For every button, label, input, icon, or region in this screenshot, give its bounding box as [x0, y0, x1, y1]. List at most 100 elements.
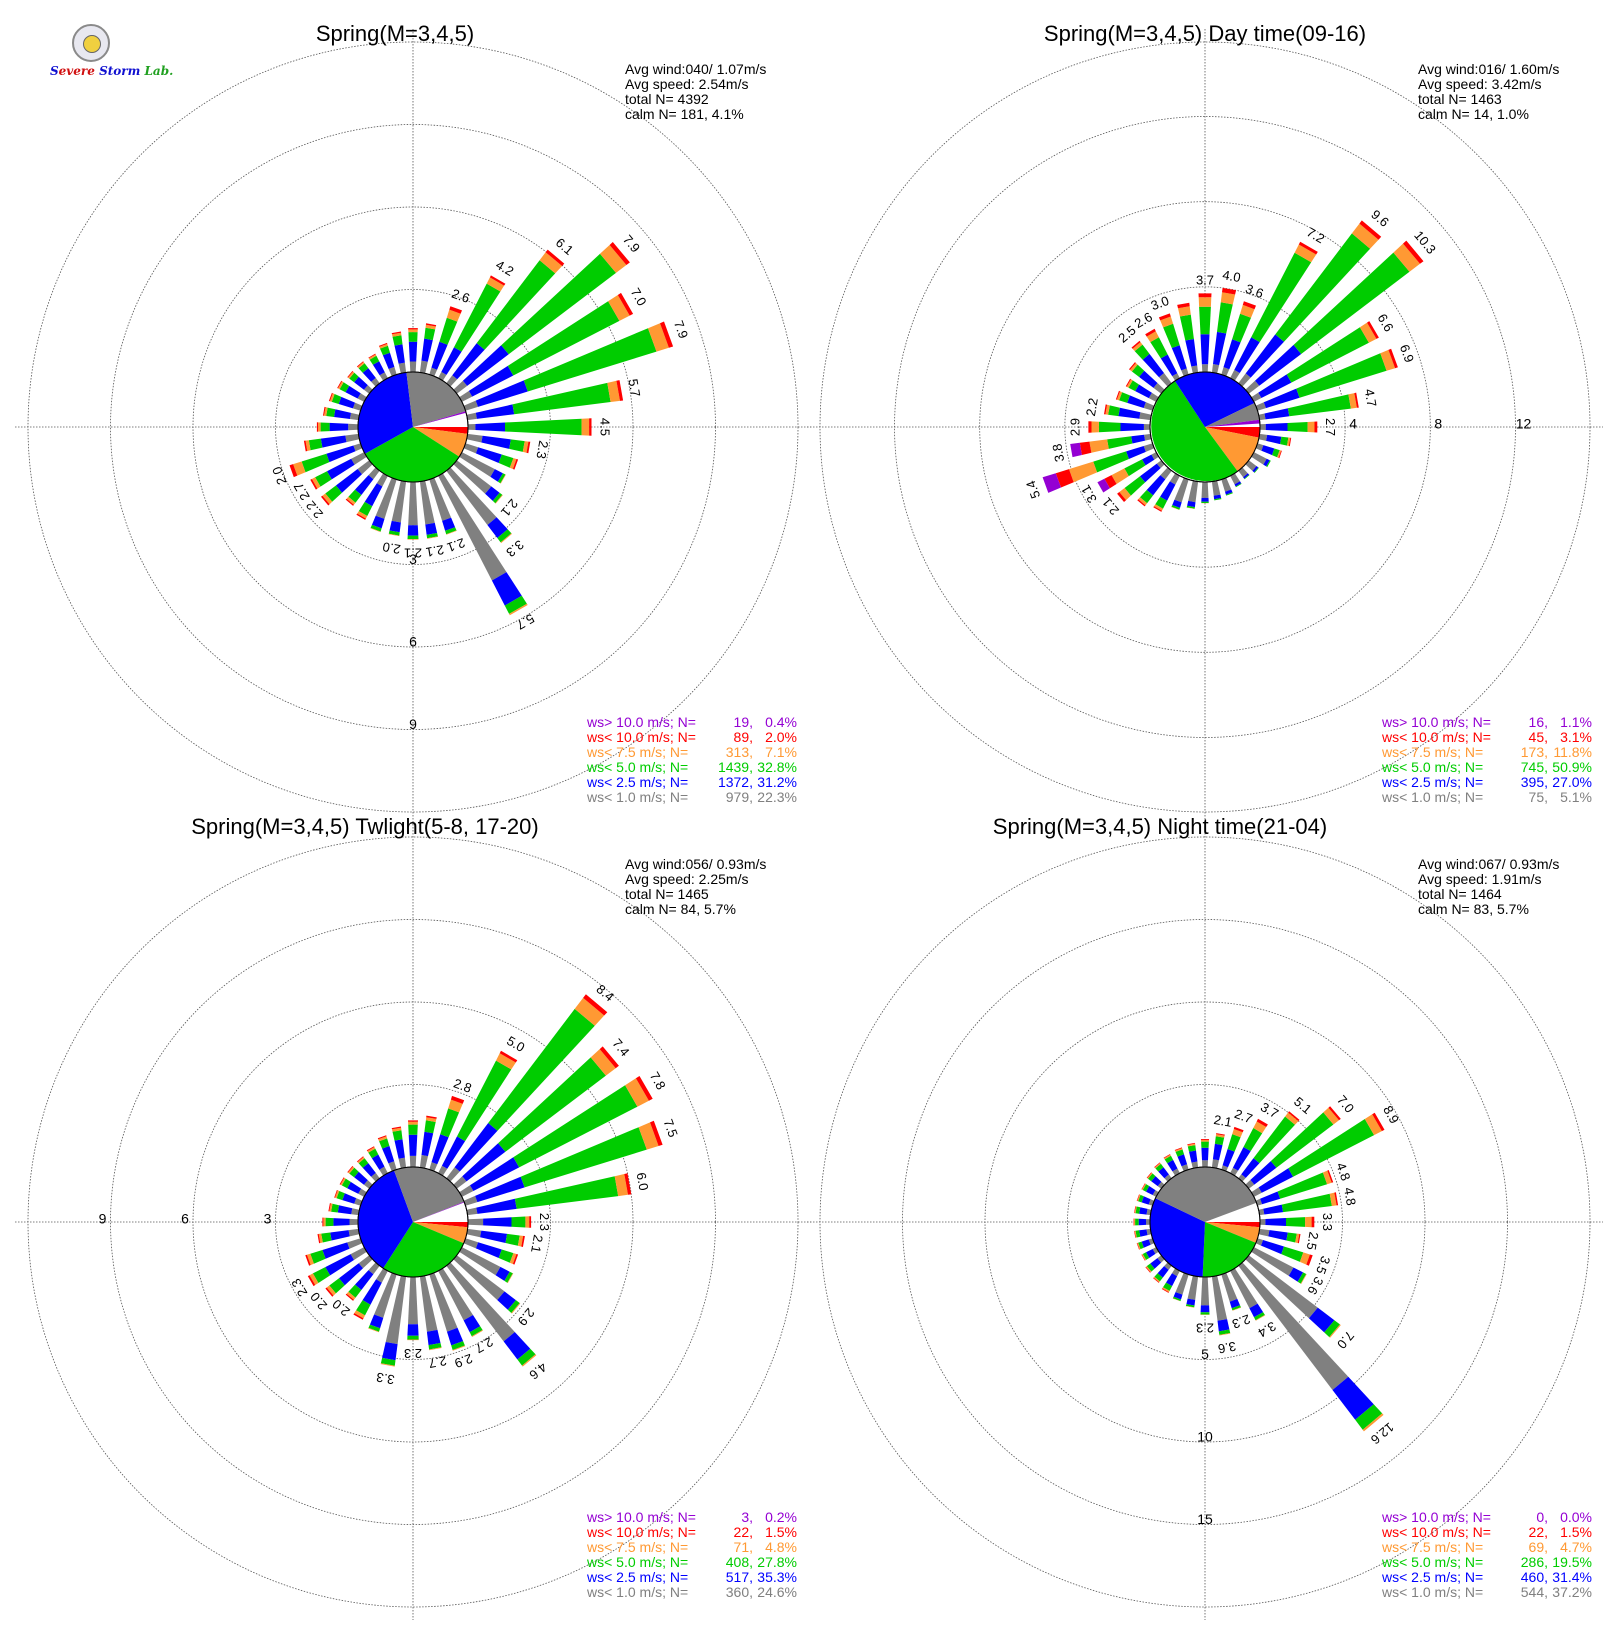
grid-ring [979, 201, 1431, 653]
bar-value-label: 2.8 [452, 1076, 474, 1096]
bar-segment [1135, 384, 1152, 399]
bar-segment [334, 1190, 338, 1198]
bar-segment [342, 1193, 357, 1204]
wind-bar-200deg [1171, 477, 1189, 510]
bar-segment [1222, 1149, 1235, 1168]
bar-segment [301, 453, 330, 473]
bar-segment [1134, 1218, 1136, 1226]
bar-segment [1372, 1112, 1385, 1132]
bar-segment [1281, 1193, 1332, 1213]
bar-segment [1134, 1230, 1137, 1238]
bar-value-label: 2.0 [307, 1289, 330, 1312]
ring-label: 10 [1197, 1429, 1213, 1445]
bar-value-label: 4.8 [1333, 1161, 1353, 1183]
bar-segment [1233, 1126, 1244, 1133]
wind-bar-20deg [1221, 1126, 1244, 1172]
ring-label: 15 [1197, 1511, 1213, 1527]
bar-segment [372, 361, 385, 376]
bar-segment [1258, 1228, 1270, 1237]
bar-segment [368, 1327, 379, 1333]
bar-segment [1172, 1298, 1181, 1302]
bar-segment [1263, 388, 1300, 409]
bar-segment [1348, 393, 1357, 409]
bar-value-label: 6.9 [1397, 342, 1417, 364]
bar-segment [1141, 1239, 1151, 1248]
bar-value-label: 2.7 [1232, 1106, 1254, 1126]
bar-segment [1200, 334, 1210, 365]
wind-bar-10deg [1211, 287, 1237, 374]
bar-segment [1300, 1274, 1307, 1284]
legend-percent: 1.5% [765, 1524, 797, 1540]
bar-segment [1367, 321, 1379, 339]
bar-segment [380, 1363, 395, 1367]
bar-segment [1136, 1194, 1140, 1201]
stats-line: Avg wind:056/ 0.93m/s [625, 856, 766, 872]
bar-segment [635, 1076, 653, 1101]
wind-bar-20deg [429, 306, 462, 377]
bar-segment [407, 1339, 419, 1341]
bar-segment [347, 1165, 354, 1173]
windrose-plot-area: 3.7 4.03.67.29.610.36.66.94.72.72.13.15.4… [807, 29, 1603, 825]
bar-segment [1163, 1282, 1173, 1291]
legend-percent: 27.0% [1552, 774, 1592, 790]
wind-bar-70deg [1255, 1170, 1334, 1206]
bar-segment [498, 454, 514, 468]
bar-segment [1186, 507, 1195, 509]
bar-segment [1172, 499, 1182, 508]
bar-segment [513, 1085, 638, 1168]
bar-segment [374, 1272, 397, 1318]
wind-bar-60deg [1251, 1112, 1385, 1197]
bar-segment [1126, 446, 1146, 459]
bar-segment [407, 539, 419, 540]
bar-segment [322, 493, 333, 505]
bar-segment [1139, 370, 1158, 388]
bar-segment [380, 1357, 396, 1366]
bar-segment [1153, 1276, 1160, 1283]
bar-segment [419, 1155, 428, 1169]
bar-segment [1241, 1158, 1260, 1178]
wind-bar-250deg [289, 443, 363, 478]
bar-segment [1266, 460, 1271, 468]
bar-segment [1171, 505, 1180, 510]
bar-segment [1142, 1184, 1150, 1192]
bar-segment [350, 1247, 367, 1260]
bar-segment [431, 341, 448, 370]
bar-segment [431, 1134, 449, 1165]
bar-segment [480, 1230, 508, 1243]
bar-segment [1152, 1190, 1159, 1197]
bar-segment [1211, 480, 1221, 496]
bar-segment [1187, 500, 1196, 508]
bar-segment [364, 483, 383, 507]
bar-segment [1211, 364, 1220, 374]
wind-bar-100deg [1258, 433, 1292, 447]
bar-segment [329, 1203, 333, 1212]
bar-value-label: 4.0 [1221, 267, 1241, 285]
pie-slice [413, 1222, 469, 1228]
bar-value-label: 2.3 [1196, 1321, 1214, 1336]
bar-segment [1138, 497, 1148, 506]
wind-bar-140deg [446, 1262, 537, 1367]
legend-count: 75, [1529, 789, 1548, 805]
bar-segment [1251, 1247, 1294, 1276]
bar-segment [446, 375, 458, 387]
bar-segment [1125, 378, 1131, 387]
bar-segment [323, 406, 326, 416]
bar-segment [407, 535, 419, 539]
bar-value-label: 5.4 [1023, 478, 1043, 500]
bar-segment [349, 1218, 359, 1226]
bar-segment [1145, 1266, 1152, 1273]
bar-segment [339, 1177, 345, 1185]
bar-segment [483, 1217, 512, 1227]
legend-count: 286, [1521, 1554, 1548, 1570]
bar-segment [446, 1167, 460, 1182]
bar-segment [1213, 331, 1227, 366]
legend-label: ws> 10.0 m/s; N= [1381, 1509, 1491, 1525]
wind-bar-260deg [1134, 1228, 1152, 1238]
bar-segment [1219, 1333, 1231, 1336]
bar-segment [358, 363, 369, 373]
bar-segment [1128, 380, 1139, 392]
legend-percent: 7.1% [765, 744, 797, 760]
bar-segment [476, 260, 556, 350]
bar-value-label: 3.6 [1304, 1274, 1326, 1297]
bar-value-label: 6.1 [553, 235, 576, 258]
